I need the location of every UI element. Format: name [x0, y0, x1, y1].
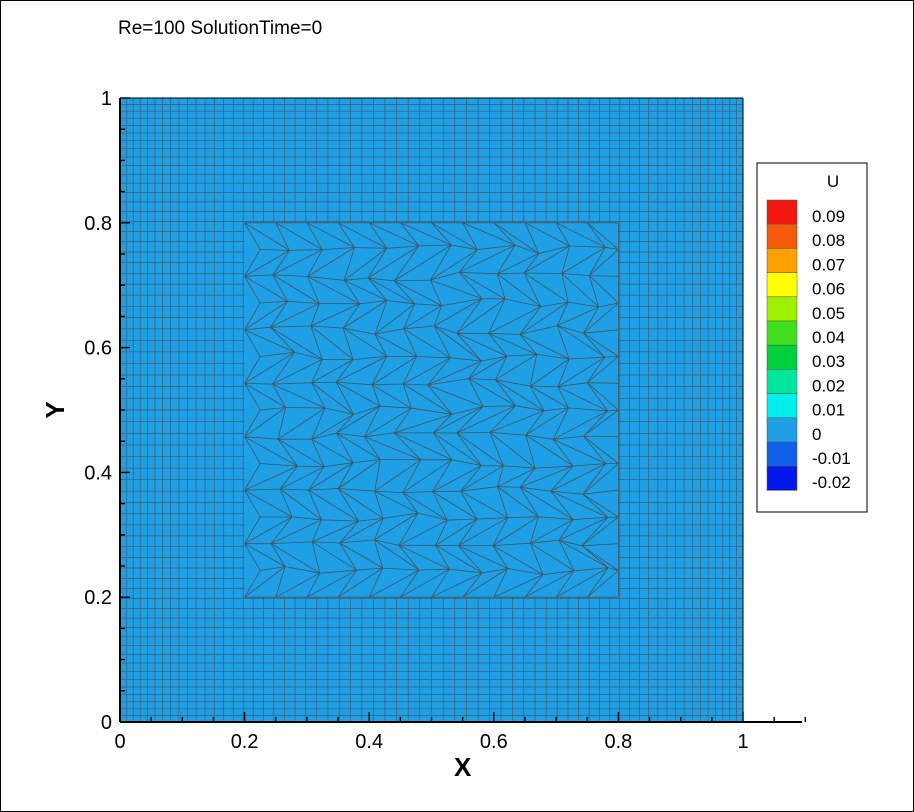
legend-label: 0.01 [812, 401, 845, 420]
legend-swatch [766, 296, 798, 322]
legend-swatch [766, 393, 798, 419]
legend-swatch [766, 199, 798, 225]
legend-label: -0.01 [812, 449, 851, 468]
x-axis-label: X [454, 752, 472, 782]
legend-label: 0.02 [812, 376, 845, 395]
legend-label: -0.02 [812, 473, 851, 492]
y-axis-label: Y [40, 401, 70, 418]
legend-swatch [766, 369, 798, 394]
y-tick-label: 0 [101, 712, 112, 734]
x-tick-label: 0.2 [231, 731, 259, 753]
legend-label: 0.06 [812, 280, 845, 299]
axes: 0 0.2 0.4 0.6 0.8 1 0 0.2 0.4 0.6 0.8 1 [84, 88, 806, 753]
legend-swatch [766, 344, 798, 370]
legend-swatch [766, 223, 798, 249]
legend-label: 0.07 [812, 255, 845, 274]
y-tick-label: 0.2 [84, 587, 112, 609]
x-tick-label: 0.4 [355, 731, 383, 753]
legend-label: 0 [812, 425, 821, 444]
contour-legend: U 0.09 0.08 0.07 0.06 0.05 0.04 0.03 0.02 0.01 0 -… [756, 162, 868, 513]
legend-label: 0.04 [812, 328, 845, 347]
legend-label: 0.09 [812, 207, 845, 226]
x-tick-label: 0.6 [480, 731, 508, 753]
legend-label: 0.03 [812, 352, 845, 371]
x-tick-label: 0.8 [604, 731, 632, 753]
x-tick-label: 1 [737, 731, 748, 753]
legend-label: 0.05 [812, 304, 845, 323]
x-tick-label: 0 [114, 731, 125, 753]
legend-swatch [766, 320, 798, 346]
triangular-mesh [244, 222, 619, 598]
y-tick-label: 0.8 [84, 213, 112, 235]
legend-swatch [766, 441, 798, 467]
legend-swatch [766, 272, 798, 298]
plot-title: Re=100 SolutionTime=0 [118, 18, 323, 39]
legend-swatch [766, 248, 798, 273]
legend-title: U [827, 172, 839, 191]
y-tick-label: 0.4 [84, 462, 112, 484]
legend-swatch [766, 417, 798, 443]
legend-swatch [766, 465, 798, 491]
y-tick-label: 0.6 [84, 338, 112, 360]
legend-label: 0.08 [812, 231, 845, 250]
y-tick-label: 1 [101, 88, 112, 110]
